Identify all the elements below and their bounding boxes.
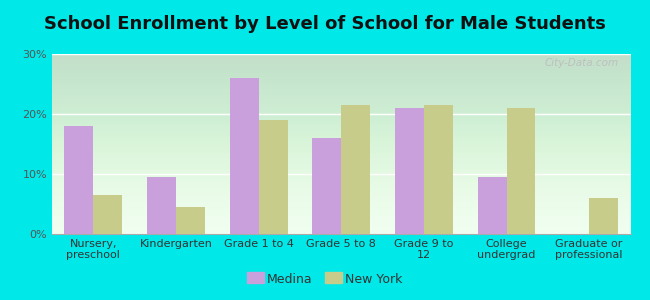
Bar [64,126,94,234]
Bar [176,207,205,234]
Bar [147,177,176,234]
Legend: Medina, New York: Medina, New York [242,268,408,291]
Text: City-Data.com: City-Data.com [545,58,619,68]
Bar [94,195,122,234]
Bar [506,108,536,234]
Bar [341,105,370,234]
Bar [259,120,287,234]
Bar [229,78,259,234]
Bar [424,105,453,234]
Bar [312,138,341,234]
Bar [395,108,424,234]
Text: School Enrollment by Level of School for Male Students: School Enrollment by Level of School for… [44,15,606,33]
Bar [589,198,618,234]
Bar [478,177,506,234]
